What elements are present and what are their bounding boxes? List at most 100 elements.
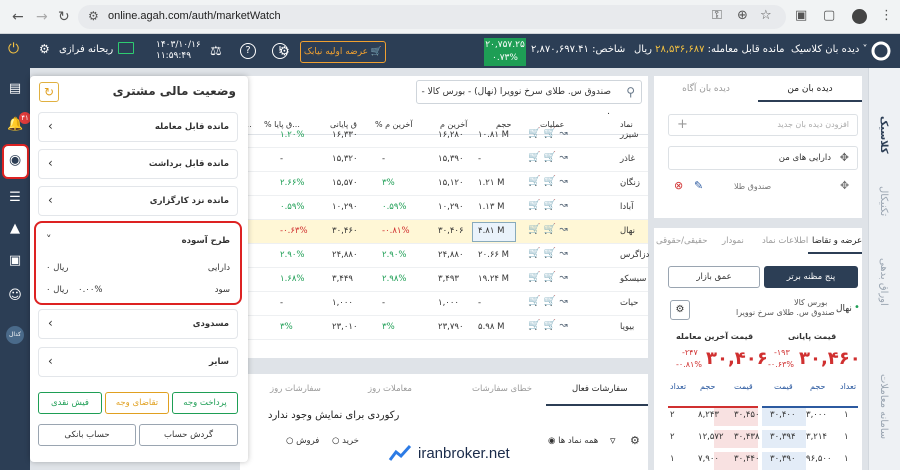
chart-icon[interactable]: ↝ [559, 176, 568, 187]
ob-bid-count[interactable]: ۱ [844, 432, 849, 442]
table-row[interactable]: غاذر - ۱۵,۳۹۰ - ۱۵,۳۲۰ - 🛒 🛒 ↝ [240, 148, 648, 172]
kodal-button[interactable]: کدال [6, 326, 24, 344]
buy-cart-icon[interactable]: 🛒 [528, 176, 541, 187]
sell-cart-icon[interactable]: 🛒 [543, 296, 557, 307]
chart-icon[interactable]: ↝ [559, 296, 568, 307]
help-icon[interactable]: ? [240, 43, 256, 59]
table-row[interactable]: بیویا ۵.۹۸ M ۲۳,۷۹۰ ۳% ۲۳,۰۱۰ ۳% 🛒 🛒 ↝ [240, 316, 648, 340]
user-name[interactable]: ریحانه فرازی [59, 44, 114, 55]
buy-cart-icon[interactable]: 🛒 [528, 200, 541, 211]
tab-day-orders[interactable]: سفارشات روز [270, 384, 321, 394]
buy-cart-icon[interactable]: 🛒 [528, 152, 541, 163]
tab-day-trades[interactable]: معاملات روز [368, 384, 412, 394]
withdraw-request-button[interactable]: تقاضای وجه [105, 392, 169, 414]
ob-bid-price[interactable]: ۳۰,۴۰۰ [770, 410, 796, 420]
ob-ask-price[interactable]: ۳۰,۴۳۸ [734, 432, 760, 442]
cash-receipt-button[interactable]: فیش نقدی [38, 392, 102, 414]
buy-cart-icon[interactable]: 🛒 [528, 248, 541, 259]
col-close[interactable]: ق پایانی [330, 120, 357, 129]
ob-bid-volume[interactable]: ۳,۲۱۴ [806, 432, 827, 442]
tab-bonds[interactable]: اوراق بدهی [878, 258, 889, 306]
chart-icon[interactable]: ↝ [559, 224, 568, 235]
col-volume[interactable]: حجم [496, 120, 512, 129]
power-icon[interactable]: ⏻ [8, 41, 20, 57]
ob-bid-volume[interactable]: ۳,۰۰۰ [806, 410, 827, 420]
sell-cart-icon[interactable]: 🛒 [543, 248, 557, 259]
buy-cart-icon[interactable]: 🛒 [528, 296, 541, 307]
ob-ask-volume[interactable]: ۱۲,۵۷۲ [698, 432, 724, 442]
top-five-button[interactable]: پنج مظنه برتر [764, 266, 858, 288]
col-close-pct[interactable]: % ق پایا... [264, 120, 300, 129]
watchlist-item-assets[interactable]: دارایی های من ✥ [668, 146, 858, 170]
add-watchlist-input[interactable]: افزودن دیده بان جدید + [668, 114, 858, 136]
menu-dots-icon[interactable]: ⋮ [880, 8, 893, 23]
bookmark-star-icon[interactable]: ☆ [760, 8, 772, 23]
money-bag-button[interactable]: ◉ [2, 144, 29, 179]
plus-icon[interactable]: + [677, 117, 688, 132]
tab-legal-person[interactable]: حقیقی/حقوقی [656, 236, 708, 246]
acc-withdrawable-balance[interactable]: مانده قابل برداشت ‹ [38, 149, 238, 179]
zoom-icon[interactable]: ⊕ [737, 8, 748, 23]
sell-cart-icon[interactable]: 🛒 [543, 176, 557, 187]
chart-icon[interactable]: ↝ [559, 320, 568, 331]
tab-symbol-info[interactable]: اطلاعات نماد [762, 236, 809, 246]
site-settings-icon[interactable]: ⚙ [88, 9, 99, 23]
filter-sell-radio[interactable]: ○ فروش [286, 436, 320, 446]
account-turnover-button[interactable]: گردش حساب [139, 424, 238, 446]
key-icon[interactable]: ⚿ [712, 8, 722, 23]
triangle-alert-icon[interactable]: ▲ [10, 221, 20, 236]
tab-my-watchlist[interactable]: دیده بان من [758, 76, 862, 102]
acc-tradable-balance[interactable]: مانده قابل معامله ‹ [38, 112, 238, 142]
support-icon[interactable]: ☺ [8, 288, 22, 303]
sell-cart-icon[interactable]: 🛒 [543, 224, 557, 235]
ob-ask-volume[interactable]: ۸,۲۴۳ [698, 410, 719, 420]
reload-icon[interactable]: ↻ [58, 9, 70, 25]
col-last[interactable]: آخرین م [440, 120, 468, 129]
symbol-settings-icon[interactable]: ⚙ [670, 300, 690, 320]
chart-icon[interactable]: ↝ [559, 272, 568, 283]
scale-icon[interactable]: ⚖ [210, 44, 222, 59]
acc-other[interactable]: سایر ‹ [38, 347, 238, 377]
tab-technical[interactable]: تکنیکال [878, 186, 889, 217]
table-row[interactable]: حیات - ۱,۰۰۰ - ۱,۰۰۰ - 🛒 🛒 ↝ [240, 292, 648, 316]
ob-ask-count[interactable]: ۲ [670, 432, 675, 442]
drag-handle-icon-2[interactable]: ✥ [840, 179, 850, 192]
chart-icon[interactable]: ↝ [559, 200, 568, 211]
gift-icon[interactable]: ▣ [8, 253, 22, 268]
table-row[interactable]: زنگان ۱.۲۱ M ۱۵,۱۲۰ ۳% ۱۵,۵۷۰ ۲.۶۶% 🛒 🛒 ↝ [240, 172, 648, 196]
refresh-icon[interactable]: ↻ [39, 82, 59, 102]
symbol-search[interactable]: صندوق س. طلای سرخ نوویرا (نهال) - بورس ک… [416, 80, 642, 119]
ipo-offer-button[interactable]: عرضه اولیه نیابک 🛒 [300, 41, 386, 63]
ob-bid-price[interactable]: ۳۰,۳۹۰ [770, 454, 796, 464]
col-last-pct[interactable]: % آخرین م [375, 120, 413, 129]
extensions-icon[interactable]: ▣ [795, 8, 808, 23]
ob-ask-count[interactable]: ۱ [670, 454, 675, 464]
acc-broker-balance[interactable]: مانده نزد کارگزاری ‹ [38, 186, 238, 216]
tab-agah-watchlist[interactable]: دیده بان آگاه [682, 84, 730, 94]
address-bar[interactable]: ⚙ online.agah.com/auth/marketWatch [78, 5, 786, 29]
ob-ask-count[interactable]: ۲ [670, 410, 675, 420]
tab-icon[interactable]: ▢ [823, 8, 836, 23]
tab-active-orders[interactable]: سفارشات فعال [572, 384, 628, 394]
back-icon[interactable]: ← [12, 9, 24, 25]
acc-asoudeh-plan[interactable]: طرح آسوده ˅ دارایی ۰ ریال سود ۰.۰۰% ۰ ری… [34, 221, 242, 305]
ob-ask-volume[interactable]: ۷,۹۰۰ [698, 454, 719, 464]
buy-cart-icon[interactable]: 🛒 [528, 272, 541, 283]
sell-cart-icon[interactable]: 🛒 [543, 200, 557, 211]
sub-item-gold-fund[interactable]: صندوق طلا [734, 182, 772, 191]
chart-icon[interactable]: ↝ [559, 128, 568, 139]
col-symbol[interactable]: نماد [620, 120, 633, 129]
sell-cart-icon[interactable]: 🛒 [543, 320, 557, 331]
settings-icon[interactable]: ⚙ [630, 434, 640, 447]
market-depth-button[interactable]: عمق بازار [668, 266, 760, 288]
filter-icon[interactable]: ▿ [610, 434, 616, 447]
sell-cart-icon[interactable]: 🛒 [543, 128, 557, 139]
acc-blocked[interactable]: مسدودی ‹ [38, 309, 238, 339]
ob-ask-price[interactable]: ۳۰,۴۵۰ [734, 410, 760, 420]
ob-ask-price[interactable]: ۳۰,۴۴۰ [734, 454, 760, 464]
chart-icon[interactable]: ↝ [559, 152, 568, 163]
table-row[interactable]: شیزر ۱۰.۸۱ M ۱۶,۲۸۰ ۱۶,۳۳۰ ۱.۲۰% 🛒 🛒 ↝ [240, 124, 648, 148]
chart-icon[interactable]: ↝ [559, 248, 568, 259]
tab-chart[interactable]: نمودار [722, 236, 744, 246]
delete-icon[interactable]: ⊗ [674, 179, 684, 192]
